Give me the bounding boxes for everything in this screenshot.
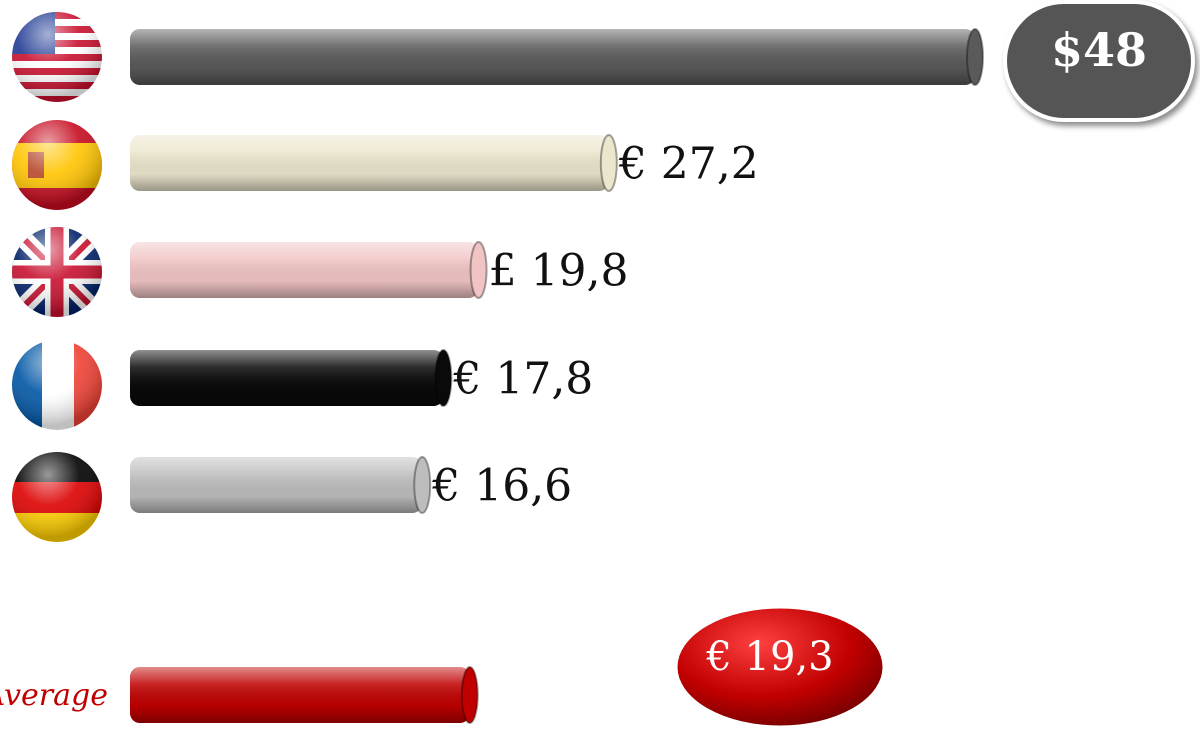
bar-cap	[469, 241, 488, 299]
average-badge	[674, 605, 886, 729]
bar	[130, 457, 423, 513]
value-label: £ 19,8	[489, 246, 629, 297]
bar	[130, 350, 444, 406]
value-label: € 17,8	[452, 354, 593, 405]
bar-cap	[460, 666, 479, 724]
flag-uk	[12, 227, 102, 317]
average-value-label: € 19,3	[705, 634, 833, 680]
bar	[130, 135, 609, 191]
bar-cap	[966, 28, 984, 86]
bar	[130, 667, 470, 723]
value-label: $48	[1051, 23, 1147, 77]
flag-germany	[12, 452, 102, 542]
bar-cap	[434, 349, 453, 407]
flag-spain	[12, 120, 102, 210]
average-label: Average	[0, 678, 108, 713]
bar	[130, 242, 479, 298]
flag-france	[12, 340, 102, 430]
bar-cap	[413, 456, 432, 514]
value-label: € 16,6	[431, 461, 572, 512]
value-badge	[1003, 0, 1195, 122]
value-label: € 27,2	[618, 139, 759, 190]
bar	[130, 29, 975, 85]
bar-cap	[599, 134, 618, 192]
flag-usa	[12, 12, 102, 102]
